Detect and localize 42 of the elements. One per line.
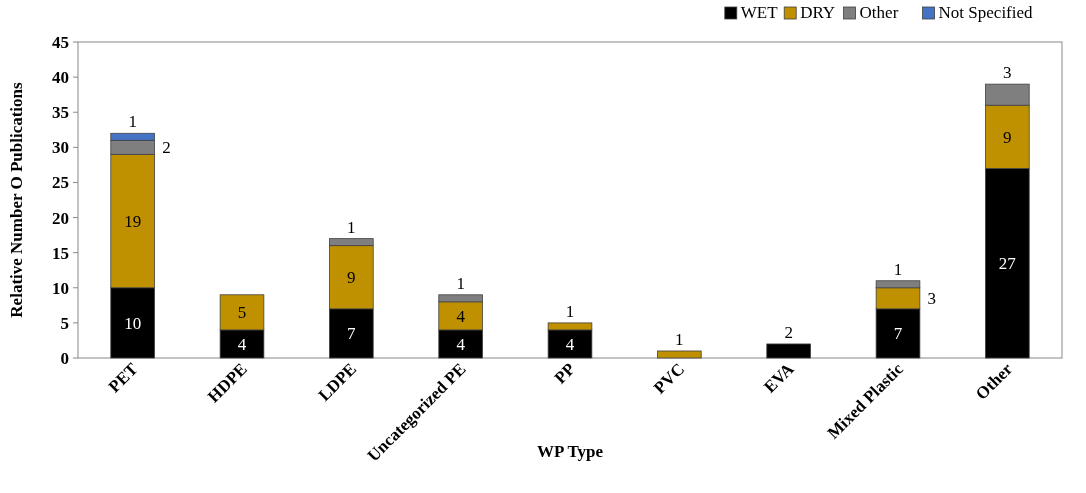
y-tick-label: 45	[52, 33, 69, 52]
data-label: 27	[998, 254, 1017, 274]
data-label: 4	[456, 334, 466, 354]
y-tick-label: 40	[52, 68, 69, 88]
data-label: 9	[347, 268, 356, 288]
data-label: 1	[565, 301, 575, 321]
legend-label: Other	[859, 3, 899, 22]
bar	[657, 350, 702, 359]
data-label: 1	[675, 329, 684, 349]
data-label: 2	[784, 322, 793, 342]
data-label: 2	[162, 138, 171, 158]
data-label: 3	[927, 289, 937, 309]
y-tick-label: 5	[60, 313, 69, 333]
data-label: 7	[893, 324, 903, 344]
data-label: 1	[893, 259, 903, 279]
data-label: 3	[1003, 63, 1012, 83]
y-tick-label: 15	[52, 243, 69, 263]
data-label: 7	[347, 324, 357, 344]
y-tick-label: 20	[52, 208, 69, 228]
y-tick-label: 30	[52, 138, 69, 158]
data-label: 5	[237, 303, 247, 323]
legend-label: DRY	[800, 3, 836, 22]
y-tick-label: 10	[52, 278, 69, 298]
x-tick-label: PP	[550, 359, 579, 388]
data-label: 4	[565, 334, 575, 354]
data-label: 4	[237, 334, 247, 354]
data-label: 10	[124, 313, 142, 333]
legend-label: WET	[740, 3, 779, 22]
x-tick-label: EVA	[760, 358, 799, 397]
x-axis-title: WP Type	[537, 442, 604, 461]
y-tick-label: 35	[52, 103, 69, 123]
bar	[766, 343, 811, 359]
data-label: 4	[456, 306, 466, 326]
data-label: 1	[347, 217, 356, 237]
y-axis-title: Relative Number O Publications	[7, 81, 26, 318]
y-tick-label: 25	[52, 173, 69, 193]
data-label: 9	[1003, 127, 1012, 147]
y-tick-label: 0	[60, 349, 69, 368]
legend-label: Not Specified	[938, 3, 1034, 22]
data-label: 19	[124, 212, 142, 232]
data-label: 1	[128, 112, 137, 132]
data-label: 1	[456, 273, 465, 293]
